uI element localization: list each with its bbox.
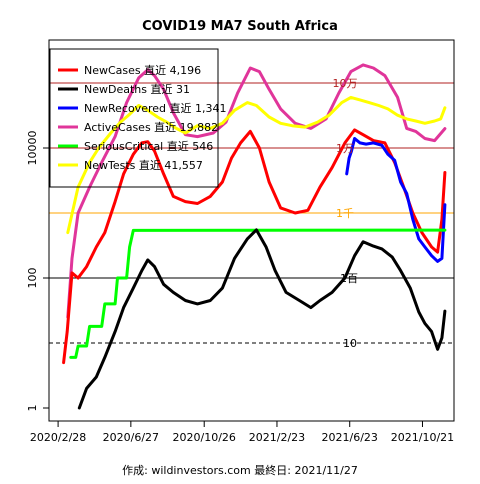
chart-caption: 作成: wildinvestors.com 最終日: 2021/11/27 (122, 463, 358, 477)
series-line-seriouscritical (69, 228, 447, 359)
reference-label: 1万 (336, 142, 354, 155)
legend: NewCases 直近 4,196 NewDeaths 直近 31 NewRecov… (49, 48, 226, 188)
x-tick-label: 2021/2/23 (249, 431, 305, 444)
x-tick-label: 2021/10/21 (391, 431, 454, 444)
y-tick-label: 100 (26, 268, 39, 289)
x-tick-label: 2020/2/28 (30, 431, 86, 444)
legend-label: NewDeaths 直近 31 (84, 82, 190, 96)
y-tick-label: 1 (26, 405, 39, 412)
reference-label: 10 (343, 337, 357, 350)
legend-label: NewCases 直近 4,196 (84, 63, 201, 77)
reference-label: 1百 (340, 272, 358, 285)
series-layer (62, 63, 447, 410)
legend-label: NewTests 直近 41,557 (84, 158, 203, 172)
plot-frame (48, 39, 455, 422)
series-line-newtests (66, 95, 447, 235)
series-line-newrecovered (345, 137, 447, 263)
legend-box (49, 48, 219, 188)
series-line-newdeaths (77, 228, 447, 410)
x-tick-label: 2021/6/23 (322, 431, 378, 444)
reference-label: 10万 (333, 77, 358, 90)
reference-label: 1千 (336, 207, 354, 220)
y-tick-label: 10000 (26, 131, 39, 166)
x-tick-label: 2020/10/26 (173, 431, 236, 444)
legend-label: ActiveCases 直近 19,882 (84, 120, 218, 134)
chart-title: COVID19 MA7 South Africa (142, 19, 338, 34)
legend-label: NewRecovered 直近 1,341 (84, 101, 226, 115)
x-tick-label: 2020/6/27 (103, 431, 159, 444)
series-line-activecases (66, 63, 447, 319)
legend-label: SeriousCritical 直近 546 (84, 139, 213, 153)
axes: 1 100 10000 2020/2/28 2020/6/27 2020/10/26 202… (26, 131, 454, 445)
reference-labels: 10万 1万 1千 1百 10 (333, 77, 359, 350)
